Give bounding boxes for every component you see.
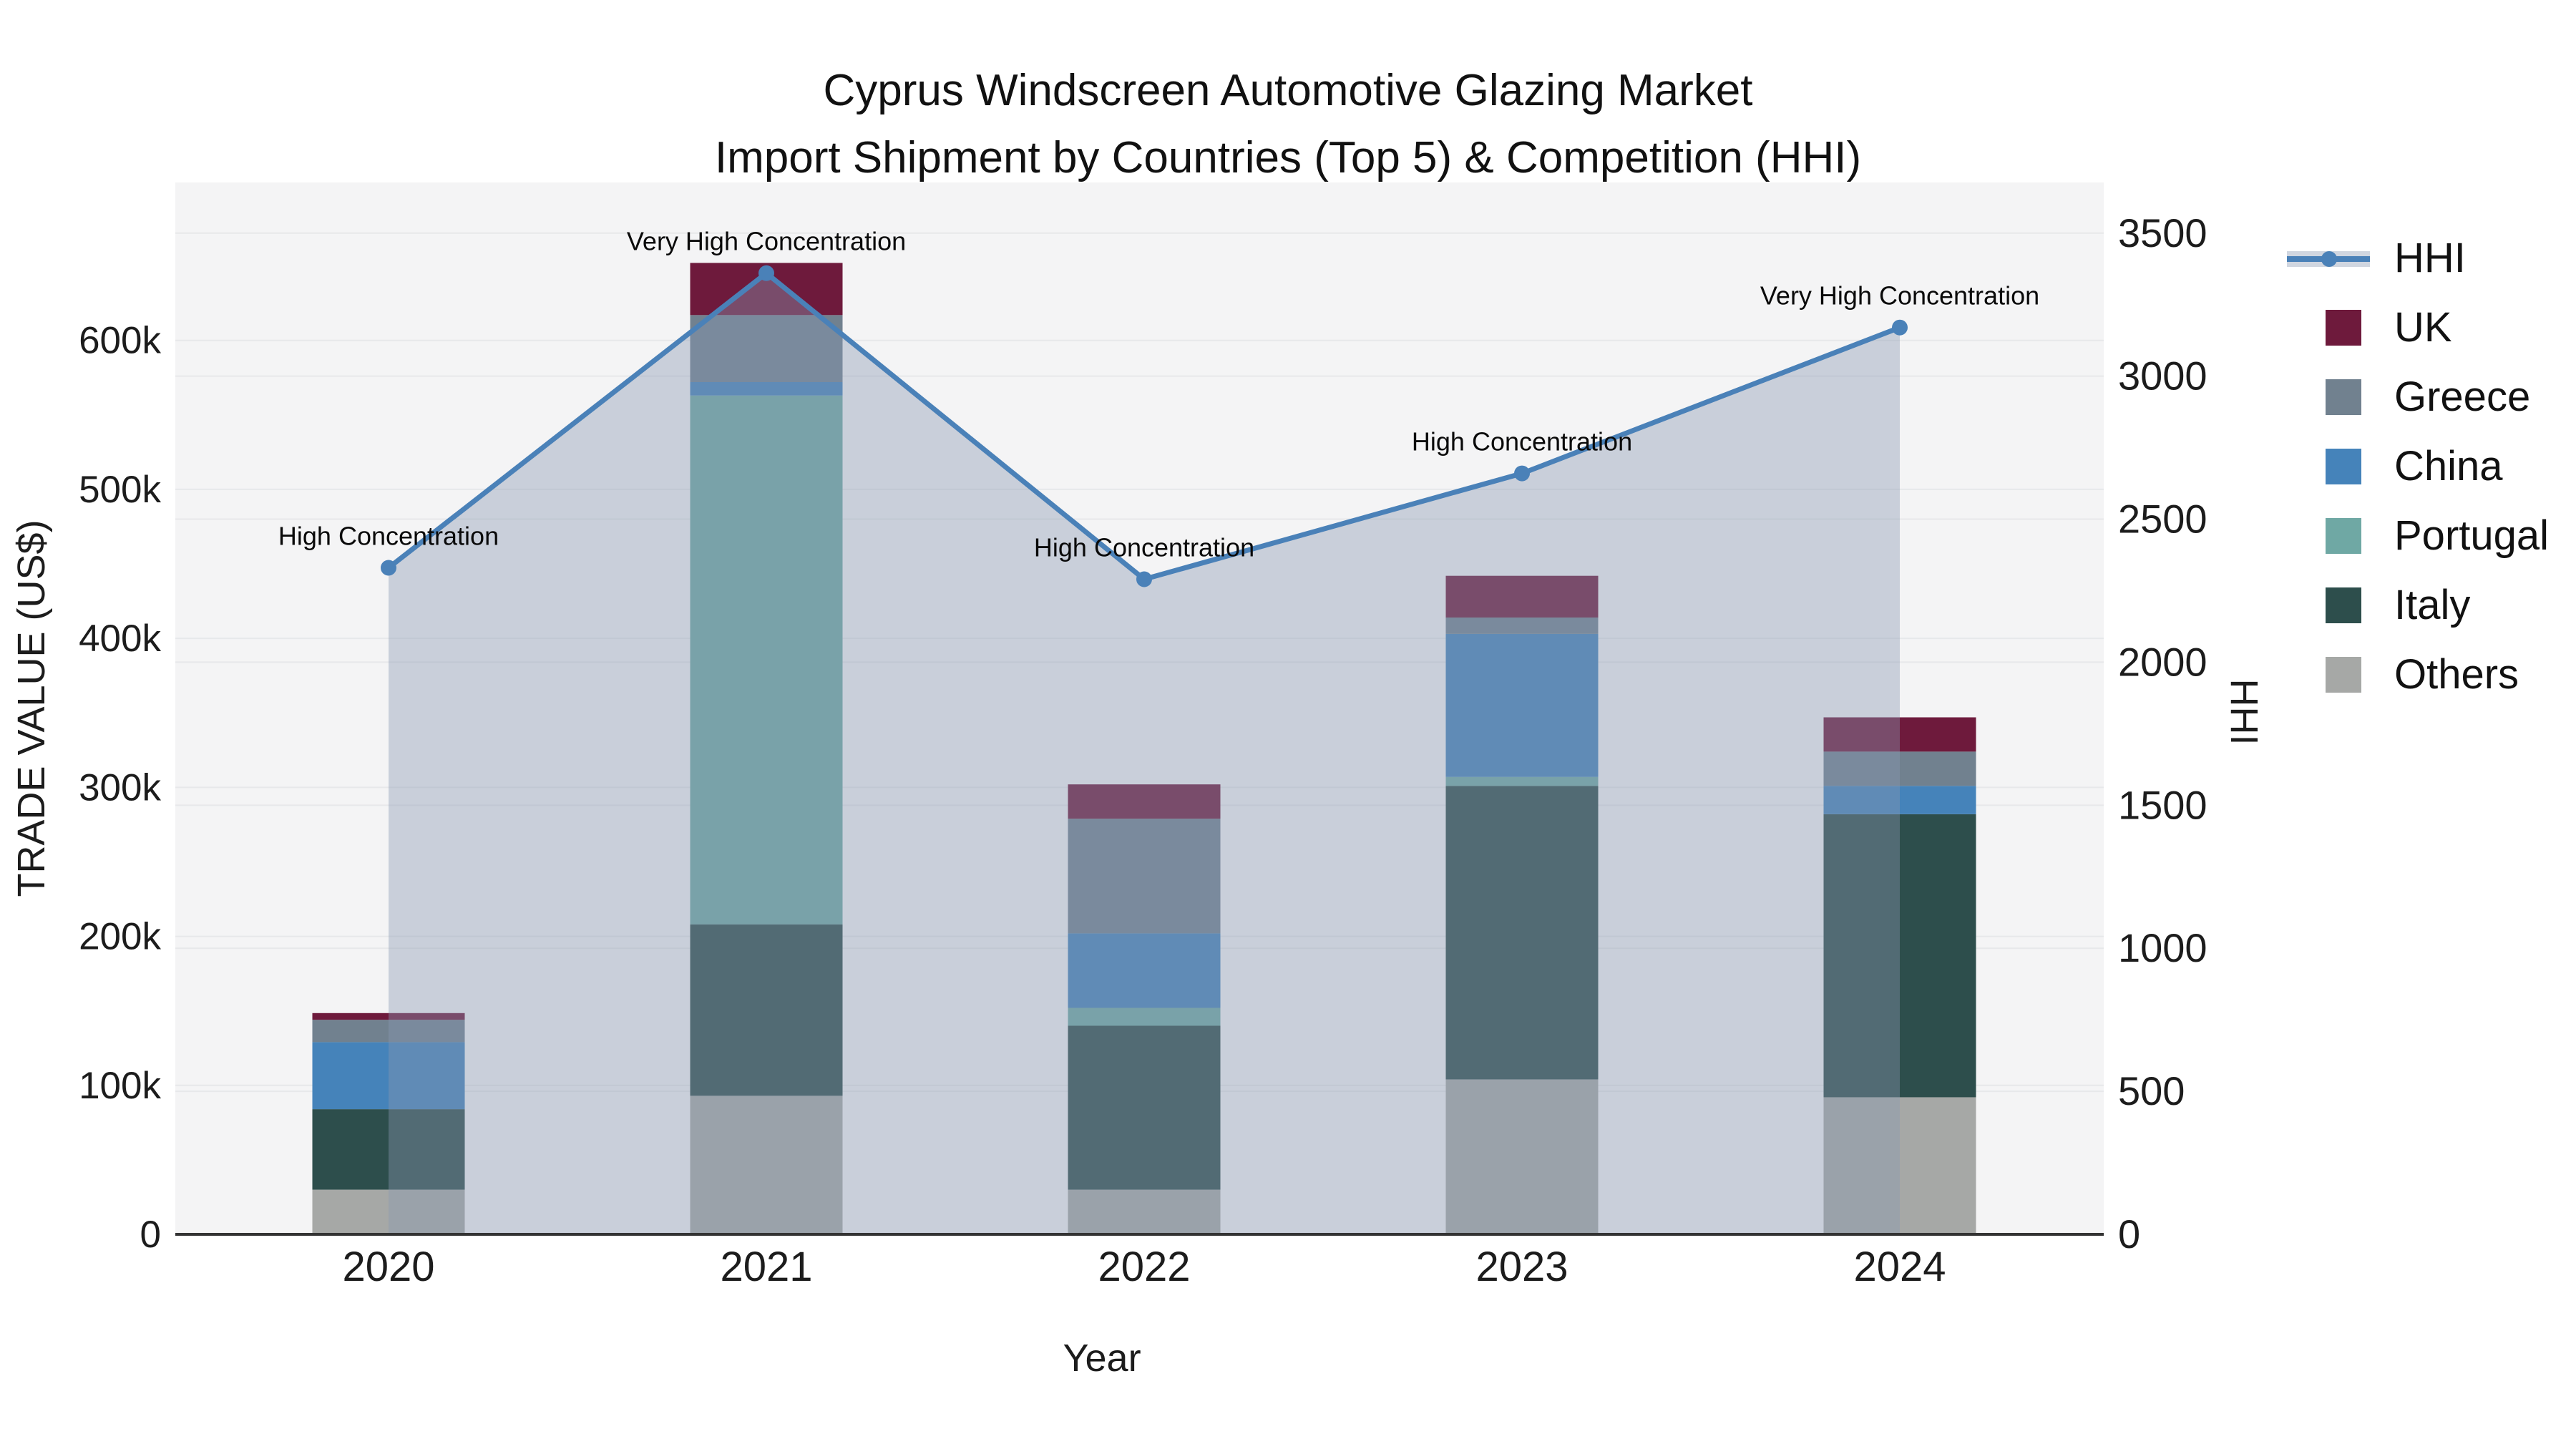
china-swatch-icon <box>2326 448 2361 484</box>
bar-segment-greece-2023[interactable] <box>1445 617 1599 634</box>
y-left-tick: 500k <box>79 469 161 511</box>
legend-label: China <box>2394 443 2503 489</box>
hhi-marker-2024[interactable] <box>1892 319 1908 336</box>
bar-segment-china-2020[interactable] <box>312 1042 465 1110</box>
hhi-annotation-2021: Very High Concentration <box>627 227 906 256</box>
hhi-annotation-2022: High Concentration <box>1034 532 1254 562</box>
chart-title-line2: Import Shipment by Countries (Top 5) & C… <box>714 133 1862 182</box>
legend-label: Portugal <box>2394 512 2550 559</box>
y-left-tick: 600k <box>79 320 161 362</box>
hhi-annotation-2024: Very High Concentration <box>1760 281 2039 311</box>
y-right-tick: 1500 <box>2118 782 2207 827</box>
legend-label: Greece <box>2394 374 2531 420</box>
bar-segment-china-2024[interactable] <box>1823 786 1976 814</box>
legend-label: HHI <box>2394 235 2466 281</box>
y-right-tick: 2000 <box>2118 639 2207 684</box>
y-left-tick: 100k <box>79 1065 161 1107</box>
y-right-tick: 3500 <box>2118 210 2207 255</box>
bar-segment-greece-2020[interactable] <box>312 1020 465 1043</box>
x-tick-2021: 2021 <box>720 1244 812 1290</box>
hhi-area-fill <box>389 273 1900 1235</box>
y-right-tick: 500 <box>2118 1068 2185 1113</box>
bar-segment-others-2020[interactable] <box>312 1189 465 1234</box>
others-swatch-icon <box>2326 656 2361 693</box>
bar-segment-italy-2022[interactable] <box>1068 1025 1221 1190</box>
chart-title-line1: Cyprus Windscreen Automotive Glazing Mar… <box>823 66 1753 115</box>
bar-segment-uk-2024[interactable] <box>1823 717 1976 752</box>
bar-segment-uk-2022[interactable] <box>1068 784 1221 819</box>
bar-segment-portugal-2023[interactable] <box>1445 776 1599 786</box>
bar-segment-uk-2023[interactable] <box>1445 575 1599 618</box>
y-left-tick: 400k <box>79 618 161 660</box>
hhi-annotation-2023: High Concentration <box>1412 427 1632 457</box>
legend-label: Others <box>2394 651 2519 698</box>
legend-item-uk[interactable]: UK <box>2287 293 2549 362</box>
legend-item-greece[interactable]: Greece <box>2287 362 2549 431</box>
x-axis-title: Year <box>1063 1337 1141 1380</box>
bar-segment-others-2023[interactable] <box>1445 1079 1599 1234</box>
legend-label: UK <box>2394 304 2452 351</box>
bar-segment-greece-2024[interactable] <box>1823 751 1976 786</box>
y-left-axis-title: TRADE VALUE (US$) <box>10 519 53 897</box>
bar-segment-italy-2021[interactable] <box>690 924 843 1096</box>
bar-segment-greece-2022[interactable] <box>1068 819 1221 934</box>
bar-segment-italy-2024[interactable] <box>1823 814 1976 1098</box>
y-left-tick: 200k <box>79 916 161 958</box>
y-left-tick: 300k <box>79 766 161 809</box>
bar-segment-china-2022[interactable] <box>1068 933 1221 1008</box>
bar-segment-portugal-2021[interactable] <box>690 395 843 924</box>
hhi-marker-2020[interactable] <box>381 560 396 576</box>
legend-item-china[interactable]: China <box>2287 431 2549 501</box>
bar-segment-china-2021[interactable] <box>690 382 843 396</box>
y-left-tick: 0 <box>140 1214 161 1256</box>
legend-item-italy[interactable]: Italy <box>2287 570 2549 640</box>
x-tick-2024: 2024 <box>1853 1244 1946 1290</box>
bar-segment-italy-2023[interactable] <box>1445 786 1599 1080</box>
uk-swatch-icon <box>2326 309 2361 346</box>
y-right-axis-title: HHI <box>2223 679 2265 746</box>
legend: HHI UK Greece China Portugal Italy Others <box>2287 223 2549 709</box>
bar-segment-portugal-2022[interactable] <box>1068 1008 1221 1026</box>
legend-item-portugal[interactable]: Portugal <box>2287 501 2549 570</box>
hhi-line-sample-icon <box>2287 240 2370 276</box>
bar-segment-greece-2021[interactable] <box>690 315 843 383</box>
hhi-annotation-2020: High Concentration <box>278 522 499 551</box>
legend-item-others[interactable]: Others <box>2287 640 2549 709</box>
bar-segment-others-2024[interactable] <box>1823 1097 1976 1234</box>
greece-swatch-icon <box>2326 379 2361 415</box>
y-right-tick: 3000 <box>2118 353 2207 399</box>
bar-segment-uk-2020[interactable] <box>312 1013 465 1020</box>
bar-segment-italy-2020[interactable] <box>312 1109 465 1190</box>
italy-swatch-icon <box>2326 587 2361 623</box>
x-tick-2022: 2022 <box>1098 1244 1190 1290</box>
legend-item-hhi[interactable]: HHI <box>2287 223 2549 293</box>
bar-segment-china-2023[interactable] <box>1445 633 1599 777</box>
bar-segment-others-2022[interactable] <box>1068 1189 1221 1234</box>
y-right-tick: 2500 <box>2118 497 2207 542</box>
hhi-marker-2023[interactable] <box>1514 465 1530 482</box>
legend-label: Italy <box>2394 582 2471 628</box>
x-tick-2020: 2020 <box>342 1244 434 1290</box>
x-tick-2023: 2023 <box>1475 1244 1568 1290</box>
hhi-marker-2021[interactable] <box>758 265 774 281</box>
bar-segment-others-2021[interactable] <box>690 1096 843 1234</box>
portugal-swatch-icon <box>2326 517 2361 554</box>
y-right-tick: 1000 <box>2118 925 2207 970</box>
y-right-tick: 0 <box>2118 1211 2140 1257</box>
hhi-marker-2022[interactable] <box>1136 571 1152 587</box>
